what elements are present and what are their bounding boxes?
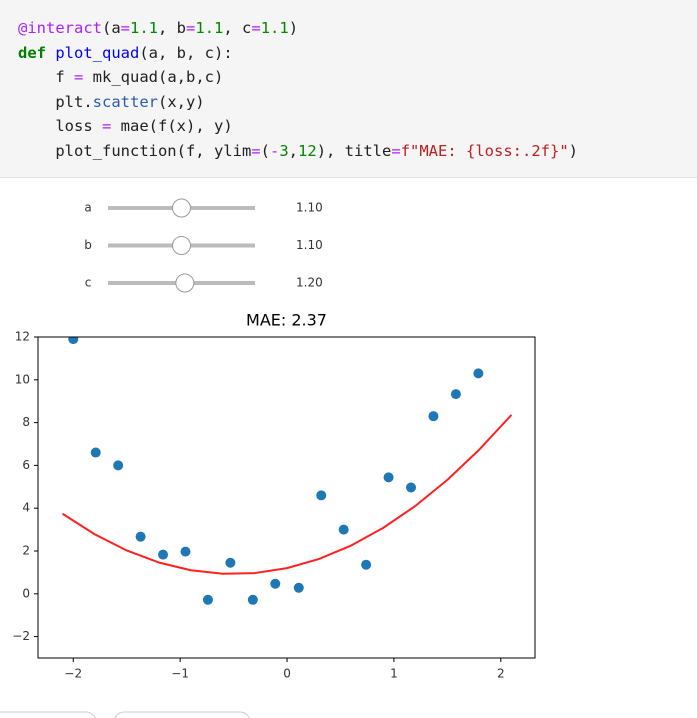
point [180, 546, 191, 557]
point [361, 559, 372, 570]
point [202, 594, 213, 605]
code-token: f [18, 68, 74, 86]
code-token: = [102, 117, 112, 135]
code-token: mae(f(x), y) [111, 117, 233, 135]
code-token: ) [568, 141, 579, 160]
code-token: = [251, 141, 261, 160]
code-token: 12 [298, 141, 317, 160]
code-token: mk_quad(a,b,c) [83, 68, 224, 86]
code-token: (a [102, 19, 121, 37]
point [247, 594, 258, 605]
point [135, 531, 146, 542]
code-token: ) [288, 19, 299, 37]
point [316, 490, 327, 501]
code-token: loss [18, 117, 102, 135]
code-token: , [288, 141, 299, 160]
code-token: scatter [92, 92, 158, 111]
slider-value: 1.10 [296, 238, 323, 252]
button[interactable] [114, 711, 250, 718]
point [406, 482, 417, 493]
code-token: = [391, 141, 401, 160]
point [473, 368, 484, 379]
code-token: def [18, 43, 46, 62]
x-tick-label: 0 [283, 667, 291, 681]
point [225, 557, 236, 568]
point [293, 582, 304, 593]
slider-value: 1.10 [296, 201, 323, 215]
slider-thumb[interactable] [172, 236, 191, 255]
code-token: plot_quad [55, 43, 140, 62]
slider-thumb[interactable] [172, 198, 191, 218]
code-line: loss = mae(f(x), y) [18, 114, 697, 139]
x-tick-label: −1 [171, 667, 189, 681]
plot-area [62, 337, 513, 605]
code-token: plot_function(f, ylim [18, 141, 252, 160]
code-token: (a, b, c): [139, 43, 233, 62]
code-token: = [251, 19, 261, 37]
point [270, 578, 281, 589]
slider-thumb[interactable] [175, 273, 195, 293]
code-line: plt.scatter(x,y) [18, 90, 697, 115]
chart-title: MAE: 2.37 [246, 311, 327, 330]
code-token: ), title [316, 141, 392, 160]
y-tick-label: −2 [12, 629, 30, 643]
code-token: plt. [18, 92, 93, 111]
slider-value: 1.20 [296, 276, 323, 290]
code-cell: @interact(a=1.1, b=1.1, c=1.1) def plot_q… [0, 0, 697, 178]
code-token: = [74, 68, 84, 86]
point [338, 524, 349, 535]
code-token: , c [223, 19, 252, 37]
y-tick-label: 4 [22, 501, 30, 515]
x-tick-label: 2 [497, 667, 505, 681]
code-line: plot_function(f, ylim=(-3,12), title=f"M… [18, 139, 697, 164]
x-tick-label: 1 [390, 667, 398, 681]
slider-label: a [84, 201, 91, 215]
y-tick-label: 12 [15, 330, 30, 344]
code-token: 1.1 [130, 19, 159, 37]
curve [62, 414, 513, 575]
code-token: ( [260, 141, 270, 160]
code-token: - [269, 141, 280, 160]
point [383, 472, 394, 483]
point [450, 389, 461, 400]
code-token: = [120, 19, 131, 37]
code-token: , b [158, 19, 187, 37]
code-token: 1.1 [195, 19, 224, 37]
code-token: (x,y) [157, 92, 205, 111]
point [113, 460, 124, 471]
y-tick-label: 10 [15, 372, 30, 386]
code-token: f"MAE: {loss:.2f}" [400, 141, 569, 160]
y-tick-label: 2 [22, 544, 30, 558]
y-tick-label: 0 [22, 586, 30, 600]
button[interactable] [0, 711, 96, 718]
point [90, 447, 101, 458]
code-token: 3 [279, 141, 289, 160]
point [158, 549, 169, 560]
code-line: @interact(a=1.1, b=1.1, c=1.1) [18, 16, 697, 41]
code-token: 1.1 [260, 19, 289, 37]
x-tick-label: −2 [64, 667, 82, 681]
axes-frame [37, 336, 536, 659]
slider-label: b [84, 238, 92, 252]
code-token: @interact [18, 19, 102, 37]
code-line: def plot_quad(a, b, c): [18, 41, 697, 66]
slider-label: c [85, 276, 92, 290]
y-tick-label: 8 [22, 415, 30, 429]
code-token: = [186, 19, 196, 37]
point [68, 337, 79, 345]
point [428, 411, 439, 422]
y-tick-label: 6 [22, 458, 30, 472]
code-line: f = mk_quad(a,b,c) [18, 65, 697, 90]
